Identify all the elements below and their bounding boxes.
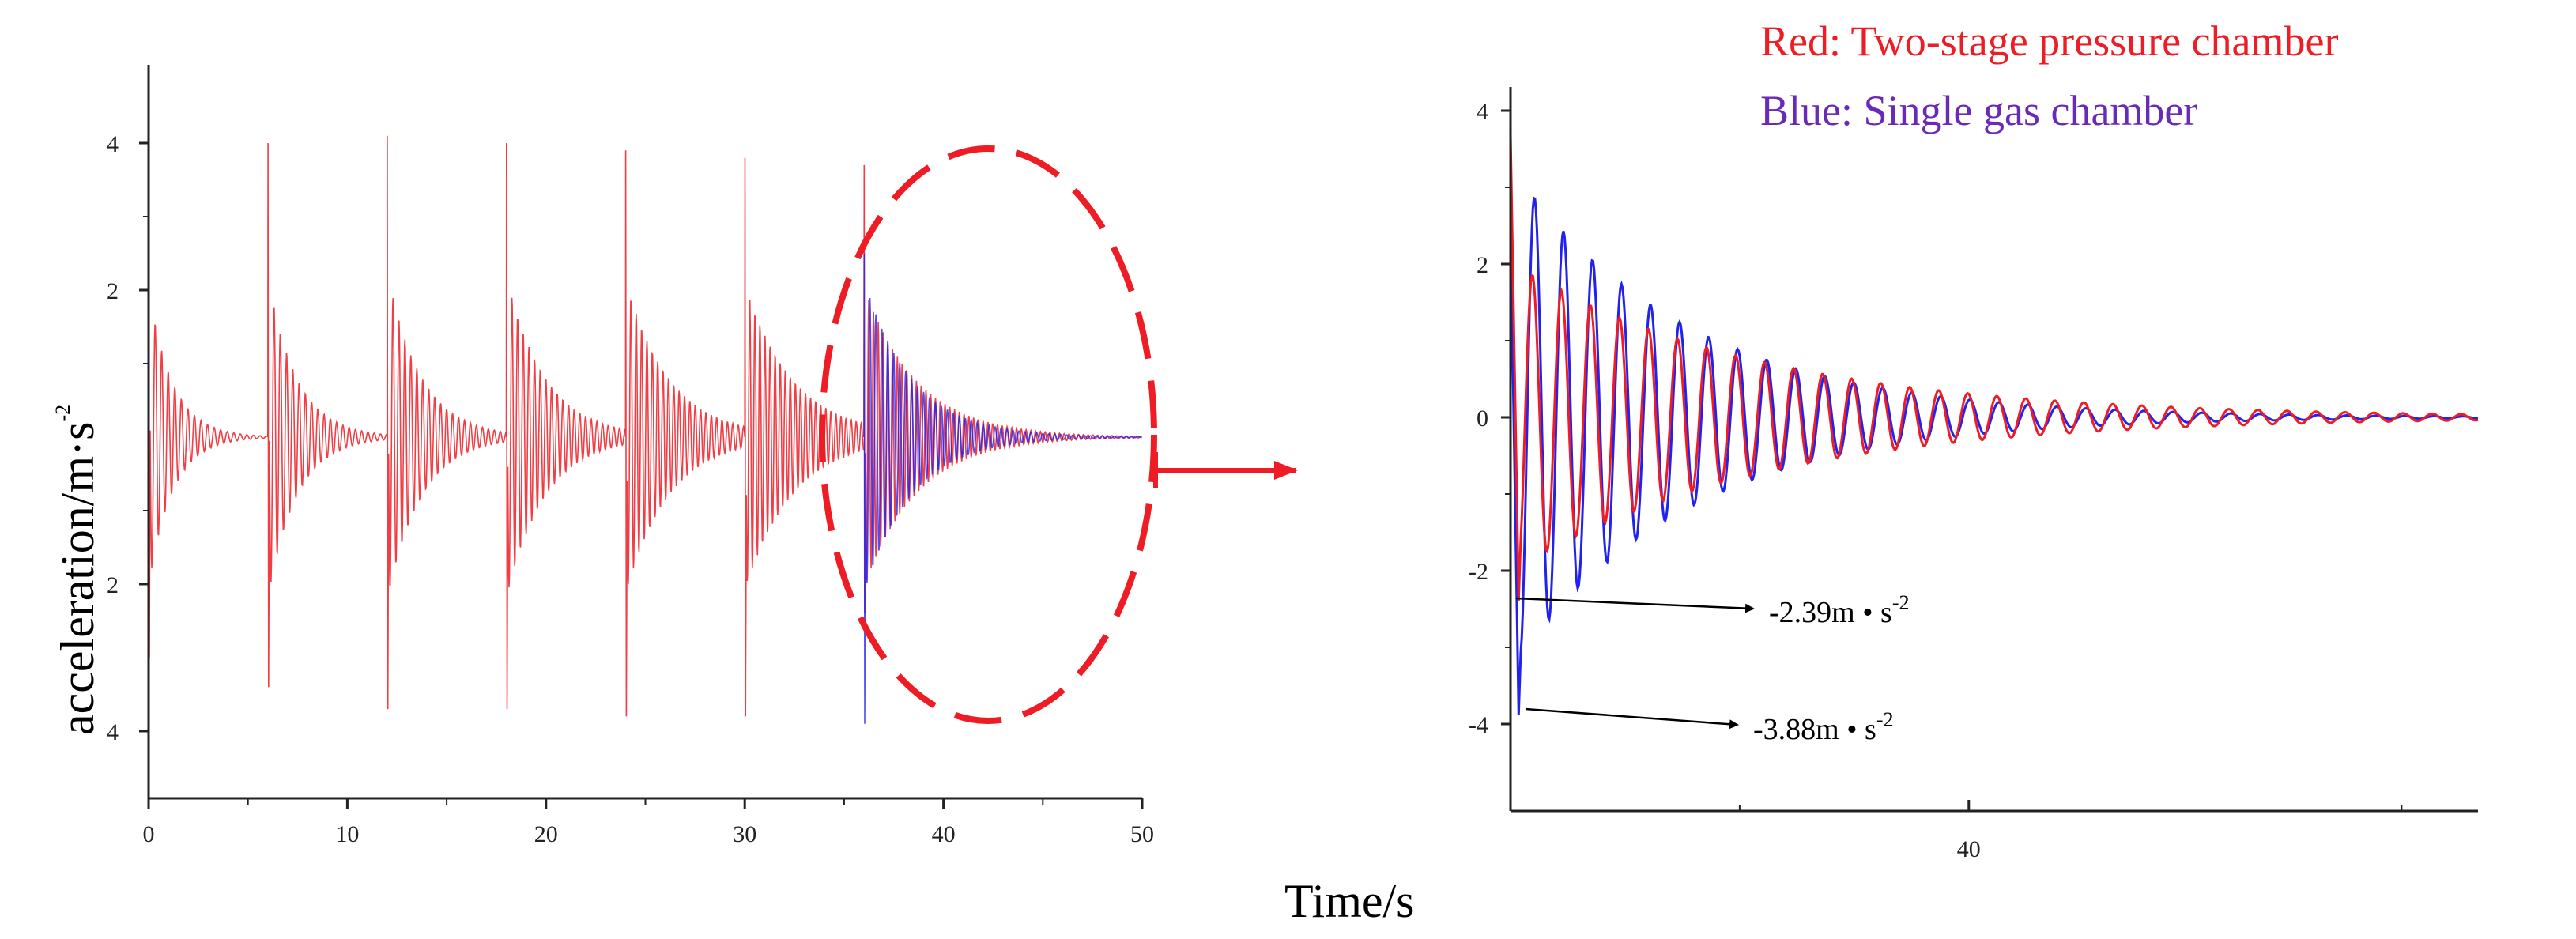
annotation-red-min-label: -2.39m • s-2 (1769, 591, 1909, 629)
annotation-blue-min-arrow (1525, 707, 1739, 730)
overview-red-segment (505, 142, 627, 710)
legend-blue: Blue: Single gas chamber (1760, 87, 2197, 134)
y-tick-label: 4 (107, 719, 119, 745)
overview-red-segment (267, 142, 387, 688)
x-tick-label: 10 (335, 821, 359, 847)
x-tick-label: 40 (932, 821, 956, 847)
overview-red-segment (148, 164, 269, 658)
overview-red-segment (863, 164, 1143, 614)
zoom-x-tick-labels: 40 (1957, 836, 1981, 862)
overview-chart: 0 10 20 30 40 50 4 2 2 4 (107, 65, 1157, 847)
overview-ticks (139, 141, 1144, 809)
zoom-chart: 40 4 2 0 -2 -4 -2.39m • s-2 -3.88m • s-2 (1469, 87, 2479, 862)
annotation-red-min-arrow (1515, 597, 1755, 613)
zoom-y-tick-label: 0 (1477, 405, 1488, 432)
annotation-blue-min: -3.88m • s-2 (1525, 707, 1893, 746)
overview-red-segment (624, 150, 745, 717)
zoom-traces (1509, 134, 2479, 715)
zoom-x-tick-label: 40 (1957, 836, 1981, 862)
x-tick-label: 20 (534, 821, 558, 847)
overview-blue-segment (863, 253, 1142, 724)
x-axis-label: Time/s (1284, 875, 1415, 927)
y-tick-label: 2 (107, 572, 119, 598)
x-tick-label: 50 (1130, 821, 1154, 847)
legend-red: Red: Two-stage pressure chamber (1760, 17, 2338, 65)
zoom-blue-series (1509, 196, 2478, 715)
zoom-ticks (1501, 109, 2403, 811)
overview-y-tick-labels: 4 2 2 4 (107, 131, 119, 745)
zoom-y-tick-label: 2 (1477, 252, 1488, 278)
zoom-highlight-ellipse (819, 145, 1157, 724)
overview-red-segment (744, 157, 865, 717)
annotation-red-min: -2.39m • s-2 (1515, 591, 1909, 629)
y-axis-label: acceleration/m·s-2 (51, 405, 104, 735)
overview-traces (148, 135, 1143, 724)
zoom-y-tick-label: -4 (1469, 712, 1488, 738)
zoom-y-tick-label: -2 (1469, 559, 1488, 585)
y-tick-label: 2 (107, 278, 119, 304)
x-tick-label: 0 (143, 821, 155, 847)
x-tick-label: 30 (733, 821, 756, 847)
y-tick-label: 4 (107, 131, 119, 157)
annotation-blue-min-label: -3.88m • s-2 (1753, 708, 1893, 746)
zoom-y-tick-label: 4 (1477, 99, 1488, 125)
zoom-red-series (1509, 134, 2479, 601)
overview-x-tick-labels: 0 10 20 30 40 50 (143, 821, 1155, 847)
zoom-y-tick-labels: 4 2 0 -2 -4 (1469, 99, 1488, 738)
overview-red-segment (386, 135, 507, 710)
